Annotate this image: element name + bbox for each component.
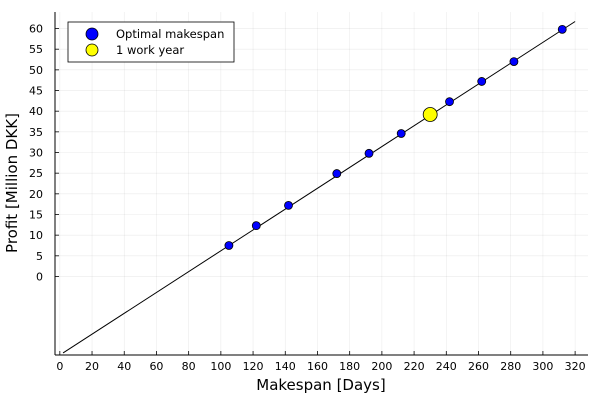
axes (54, 12, 588, 356)
x-tick-label: 240 (436, 360, 457, 373)
x-tick-label: 20 (85, 360, 99, 373)
y-tick-label: 60 (29, 23, 43, 36)
legend-marker (85, 27, 99, 41)
y-tick-label: 35 (29, 126, 43, 139)
x-tick-label: 160 (307, 360, 328, 373)
work-year-point (422, 107, 438, 122)
optimal-makespan-point (364, 148, 374, 158)
y-tick-label: 10 (29, 229, 43, 242)
x-tick-label: 0 (56, 360, 63, 373)
legend-box (67, 21, 235, 63)
x-tick-label: 200 (371, 360, 392, 373)
y-tick-label: 20 (29, 188, 43, 201)
x-tick-label: 260 (468, 360, 489, 373)
x-tick-label: 300 (532, 360, 553, 373)
y-tick-label: 40 (29, 105, 43, 118)
x-tick-label: 320 (565, 360, 586, 373)
optimal-makespan-point (224, 241, 234, 250)
optimal-makespan-point (396, 129, 406, 138)
legend: Optimal makespan 1 work year (67, 21, 235, 63)
x-tick-label: 80 (182, 360, 196, 373)
y-tick-label: 5 (36, 250, 43, 263)
x-tick-label: 180 (339, 360, 360, 373)
y-tick-label: 30 (29, 147, 43, 160)
legend-marker (85, 43, 99, 57)
grid-lines (55, 12, 588, 355)
data-points (224, 24, 567, 250)
x-tick-label: 100 (210, 360, 231, 373)
y-tick-label: 0 (36, 270, 43, 283)
legend-entry-label: 1 work year (116, 43, 184, 57)
optimal-makespan-point (251, 221, 261, 231)
fit-line (62, 21, 576, 354)
optimal-makespan-point (445, 97, 454, 107)
optimal-makespan-point (284, 201, 293, 210)
legend-entry-label: Optimal makespan (116, 27, 224, 41)
optimal-makespan-point (509, 57, 519, 66)
optimal-makespan-point (477, 77, 487, 86)
x-tick-label: 60 (149, 360, 163, 373)
y-axis-ticks: 0 5 10 15 20 25 30 35 40 45 50 55 60 (29, 23, 59, 283)
fit-line-layer (62, 21, 576, 354)
optimal-makespan-point (332, 169, 342, 178)
x-axis-ticks: 0 20 40 60 80 100 120 140 160 180 200 220 240 260 280 3… (56, 351, 586, 373)
x-tick-label: 220 (404, 360, 425, 373)
y-tick-label: 45 (29, 85, 43, 98)
y-axis-label: Profit [Million DKK] (3, 113, 21, 253)
x-tick-label: 140 (275, 360, 296, 373)
y-tick-label: 55 (29, 43, 43, 56)
y-tick-label: 25 (29, 167, 43, 180)
x-tick-label: 120 (243, 360, 264, 373)
x-tick-label: 40 (117, 360, 131, 373)
y-tick-label: 15 (29, 208, 43, 221)
x-axis-label: Makespan [Days] (256, 376, 385, 394)
optimal-makespan-point (557, 24, 567, 34)
y-tick-label: 50 (29, 64, 43, 77)
x-tick-label: 280 (500, 360, 521, 373)
